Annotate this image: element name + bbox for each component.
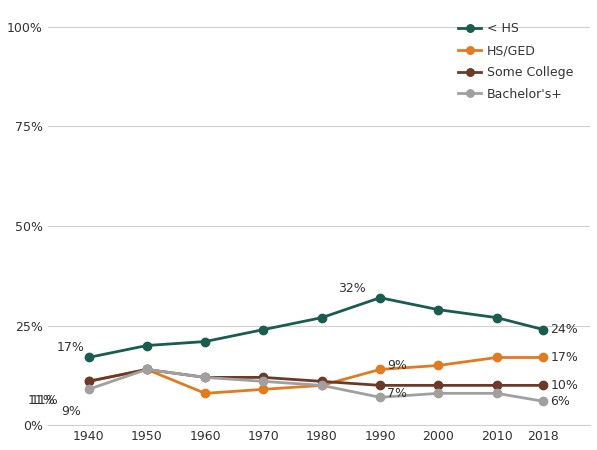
- Some College: [260, 375, 267, 380]
- HS/GED: [143, 367, 150, 372]
- Text: 7%: 7%: [387, 387, 407, 400]
- Text: 24%: 24%: [550, 323, 578, 336]
- Some College: [377, 382, 384, 388]
- Text: 17%: 17%: [550, 351, 578, 364]
- Line: HS/GED: HS/GED: [84, 353, 547, 397]
- HS/GED: [85, 379, 92, 384]
- Bachelor's+: [377, 395, 384, 400]
- Text: 10%: 10%: [550, 379, 578, 392]
- Text: 11%: 11%: [27, 394, 55, 407]
- HS/GED: [540, 355, 547, 360]
- Bachelor's+: [493, 391, 500, 396]
- < HS: [540, 327, 547, 332]
- < HS: [493, 315, 500, 320]
- Some College: [435, 382, 442, 388]
- Bachelor's+: [260, 379, 267, 384]
- Text: 9%: 9%: [61, 405, 82, 418]
- Line: Bachelor's+: Bachelor's+: [84, 365, 547, 405]
- Bachelor's+: [143, 367, 150, 372]
- Text: 9%: 9%: [387, 359, 407, 372]
- < HS: [318, 315, 325, 320]
- < HS: [85, 355, 92, 360]
- < HS: [377, 295, 384, 301]
- Some College: [85, 379, 92, 384]
- Text: 6%: 6%: [550, 395, 570, 408]
- HS/GED: [493, 355, 500, 360]
- HS/GED: [377, 367, 384, 372]
- < HS: [202, 339, 209, 344]
- < HS: [143, 343, 150, 348]
- Bachelor's+: [85, 387, 92, 392]
- HS/GED: [202, 391, 209, 396]
- < HS: [260, 327, 267, 332]
- Line: Some College: Some College: [84, 365, 547, 390]
- < HS: [435, 307, 442, 312]
- Some College: [143, 367, 150, 372]
- HS/GED: [260, 387, 267, 392]
- Line: < HS: < HS: [84, 293, 547, 362]
- Some College: [493, 382, 500, 388]
- Bachelor's+: [435, 391, 442, 396]
- Bachelor's+: [318, 382, 325, 388]
- Some College: [318, 379, 325, 384]
- Bachelor's+: [202, 375, 209, 380]
- Text: 32%: 32%: [338, 282, 366, 294]
- Bachelor's+: [540, 399, 547, 404]
- Text: 17%: 17%: [57, 341, 84, 354]
- Some College: [540, 382, 547, 388]
- Text: 11%: 11%: [30, 394, 58, 407]
- HS/GED: [318, 382, 325, 388]
- Some College: [202, 375, 209, 380]
- HS/GED: [435, 363, 442, 368]
- Legend: < HS, HS/GED, Some College, Bachelor's+: < HS, HS/GED, Some College, Bachelor's+: [453, 18, 578, 106]
